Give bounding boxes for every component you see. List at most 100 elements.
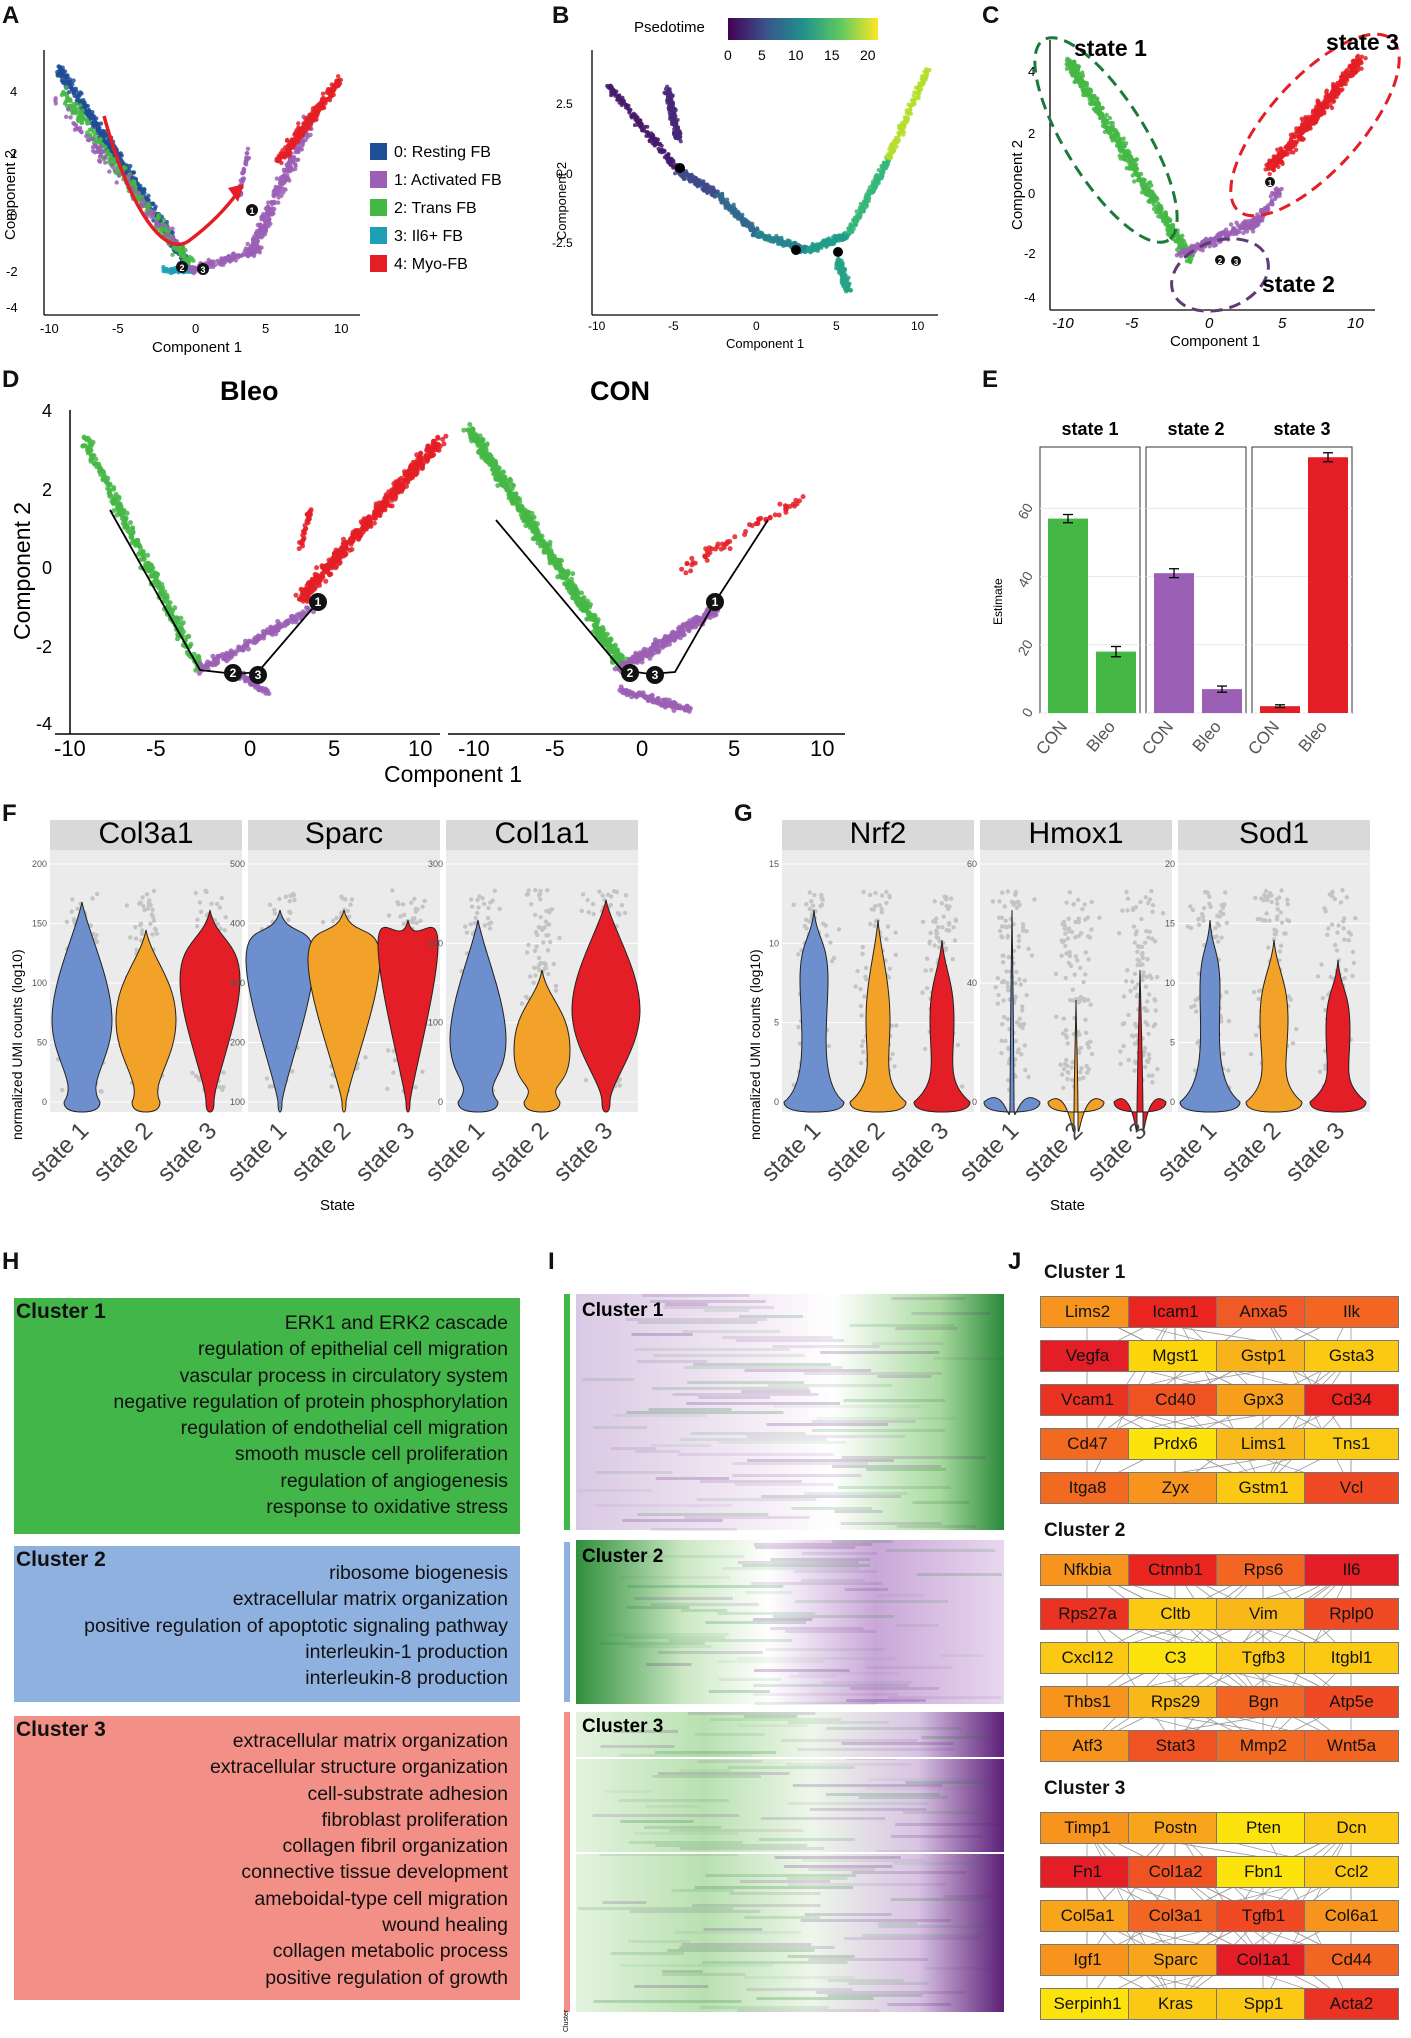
heatmap-row bbox=[866, 1666, 953, 1669]
violin-jitter bbox=[141, 904, 145, 908]
violin-jitter bbox=[533, 949, 537, 953]
heatmap-row bbox=[917, 1573, 1002, 1576]
legend-label: 3: Il6+ FB bbox=[394, 228, 463, 245]
heatmap-row bbox=[740, 1880, 830, 1883]
panel-c-ytick: 0 bbox=[1028, 186, 1035, 201]
violin-jitter bbox=[537, 963, 541, 967]
heatmap-row bbox=[888, 1696, 1001, 1699]
violin-jitter bbox=[538, 897, 542, 901]
violin-ytick: 0 bbox=[1170, 1097, 1175, 1107]
heatmap-row bbox=[759, 1838, 855, 1841]
violin-jitter bbox=[1341, 919, 1345, 923]
violin-jitter bbox=[587, 910, 591, 914]
violin-jitter bbox=[1063, 926, 1067, 930]
violin-jitter bbox=[148, 922, 152, 926]
violin-jitter bbox=[65, 920, 69, 924]
gene-node: Spp1 bbox=[1216, 1988, 1311, 2020]
violin-jitter bbox=[1132, 924, 1136, 928]
violin-jitter bbox=[155, 932, 159, 936]
violin-jitter bbox=[928, 931, 932, 935]
heatmap-row bbox=[747, 1459, 894, 1462]
heatmap-row bbox=[628, 1940, 690, 1943]
panel-c-ytick: 4 bbox=[1028, 64, 1035, 79]
panel-d-bleo-point-cloud bbox=[80, 434, 448, 696]
violin-jitter bbox=[1068, 890, 1072, 894]
violin-jitter bbox=[868, 893, 872, 897]
panel-d-ytick: 0 bbox=[42, 558, 52, 578]
violin-jitter bbox=[1125, 908, 1129, 912]
violin-jitter bbox=[493, 889, 497, 893]
violin-jitter bbox=[1286, 902, 1290, 906]
violin-jitter bbox=[390, 888, 394, 892]
violin-jitter bbox=[531, 981, 535, 985]
violin-gene-title: Col3a1 bbox=[98, 820, 193, 850]
heatmap-row bbox=[620, 1754, 752, 1757]
violin-jitter bbox=[956, 1043, 960, 1047]
heatmap-row bbox=[741, 1390, 810, 1393]
violin-jitter bbox=[415, 907, 419, 911]
heatmap-row bbox=[744, 1916, 820, 1919]
gene-node: Lims1 bbox=[1216, 1428, 1311, 1460]
panel-b-point-cloud bbox=[605, 67, 931, 293]
violin-jitter bbox=[870, 907, 874, 911]
heatmap-row bbox=[757, 1997, 874, 2000]
heatmap-row bbox=[692, 1904, 821, 1907]
violin-ytick: 0 bbox=[774, 1097, 779, 1107]
panel-d-xtick: -10 bbox=[54, 736, 86, 761]
violin-jitter bbox=[1021, 922, 1025, 926]
heatmap-row bbox=[859, 1796, 948, 1799]
violin-jitter bbox=[537, 893, 541, 897]
violin-jitter bbox=[329, 1085, 333, 1089]
violin-jitter bbox=[128, 935, 132, 939]
violin-jitter bbox=[1143, 941, 1147, 945]
heatmap-row bbox=[718, 1660, 824, 1663]
panel-a-arrow-curve bbox=[104, 116, 238, 244]
heatmap-row bbox=[634, 1985, 708, 1988]
panel-b-xtick: -10 bbox=[588, 319, 606, 333]
gene-node: Thbs1 bbox=[1040, 1686, 1135, 1718]
panel-d-bleo-trajectory bbox=[110, 510, 318, 674]
gene-node: Stat3 bbox=[1128, 1730, 1223, 1762]
violin-jitter bbox=[1001, 954, 1005, 958]
violin-category-label: state 2 bbox=[484, 1117, 554, 1187]
violin-jitter bbox=[197, 1078, 201, 1082]
gene-node: Itgbl1 bbox=[1304, 1642, 1399, 1674]
violin-jitter bbox=[1194, 998, 1198, 1002]
bar-facet-title: state 3 bbox=[1273, 419, 1330, 439]
violin-jitter bbox=[951, 957, 955, 961]
panel-a-ytick: -2 bbox=[6, 264, 18, 279]
go-cluster-3-terms: extracellular matrix organization extrac… bbox=[210, 1728, 508, 1991]
heatmap-row bbox=[863, 1934, 999, 1937]
panel-d-ytick: -2 bbox=[36, 637, 52, 657]
violin-jitter bbox=[1054, 1015, 1058, 1019]
go-term: regulation of angiogenesis bbox=[113, 1468, 508, 1494]
go-term: extracellular matrix organization bbox=[84, 1586, 508, 1612]
violin-jitter bbox=[348, 903, 352, 907]
violin-jitter bbox=[1126, 897, 1130, 901]
go-term: ameboidal-type cell migration bbox=[210, 1886, 508, 1912]
violin-jitter bbox=[580, 909, 584, 913]
violin-jitter bbox=[393, 1058, 397, 1062]
violin-jitter bbox=[1061, 1086, 1065, 1090]
heatmap-row bbox=[634, 1832, 738, 1835]
heatmap-row bbox=[595, 1471, 672, 1474]
violin-jitter bbox=[1150, 1080, 1154, 1084]
violin-jitter bbox=[1138, 900, 1142, 904]
gene-node: Icam1 bbox=[1128, 1296, 1223, 1328]
violin-jitter bbox=[1121, 1044, 1125, 1048]
violin-ytick: 500 bbox=[230, 859, 245, 869]
heatmap-row bbox=[809, 1958, 929, 1961]
panel-d-xtick: 10 bbox=[408, 736, 432, 761]
violin-jitter bbox=[1294, 1027, 1298, 1031]
violin-jitter bbox=[1219, 936, 1223, 940]
panel-d-xtick: -5 bbox=[146, 736, 166, 761]
violin-jitter bbox=[925, 986, 929, 990]
violin-jitter bbox=[1147, 1052, 1151, 1056]
violin-jitter bbox=[1324, 909, 1328, 913]
heatmap-cluster-1-label: Cluster 1 bbox=[582, 1300, 664, 1321]
violin-jitter bbox=[597, 890, 601, 894]
violin-jitter bbox=[1003, 1039, 1007, 1043]
go-term: response to oxidative stress bbox=[113, 1494, 508, 1520]
violin-jitter bbox=[418, 919, 422, 923]
